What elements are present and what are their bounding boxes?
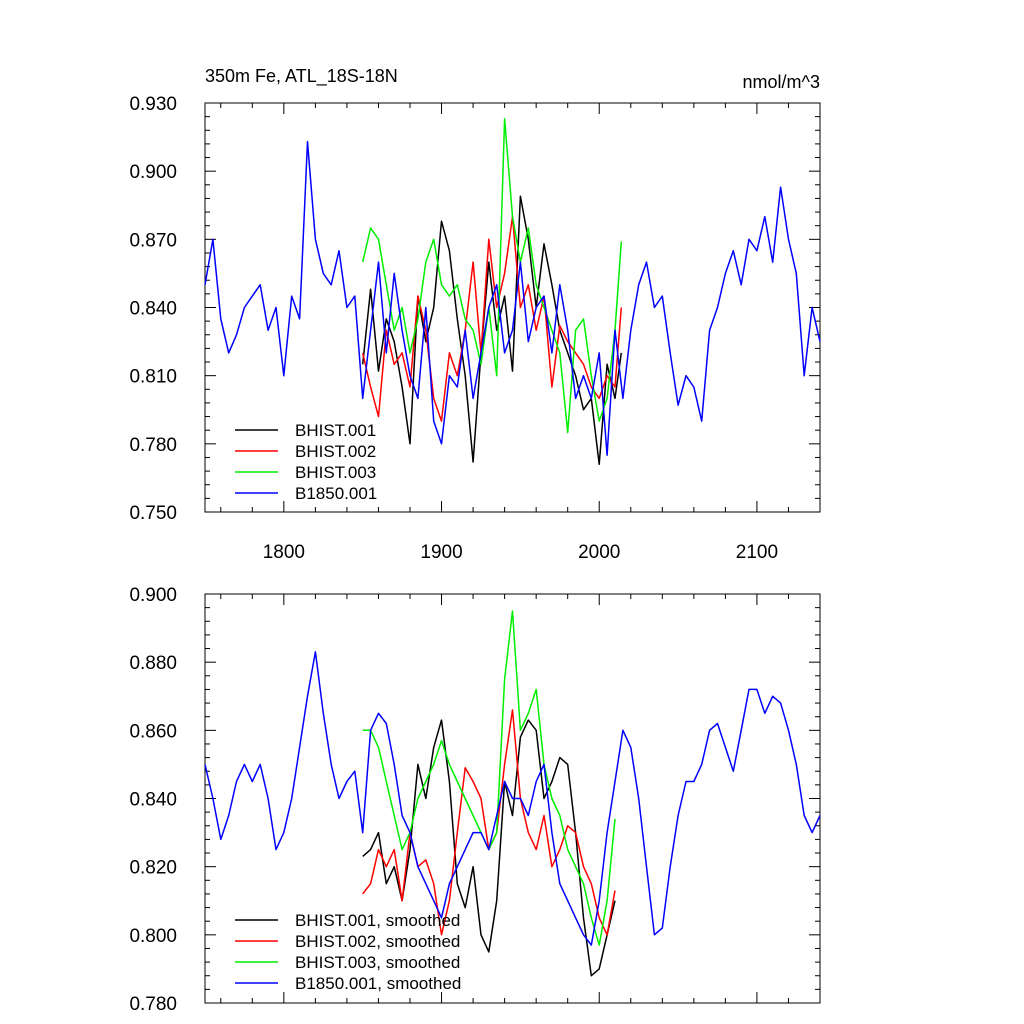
series-line-bhist-002	[361, 215, 623, 422]
legend-label: B1850.001	[295, 484, 377, 503]
top-panel-title: 350m Fe, ATL_18S-18N	[205, 66, 398, 87]
legend-label: BHIST.001	[295, 421, 376, 440]
y-tick-label: 0.840	[129, 790, 177, 811]
y-tick-label: 0.800	[129, 926, 177, 947]
top-panel-series	[204, 118, 821, 466]
y-tick-label: 0.810	[129, 367, 177, 388]
y-tick-label: 0.780	[129, 435, 177, 456]
series-line-bhist-003	[361, 118, 623, 434]
series-line-b1850-001	[204, 140, 821, 456]
x-tick-label: 2000	[578, 542, 620, 563]
y-tick-label: 0.900	[129, 162, 177, 183]
y-tick-label: 0.880	[129, 653, 177, 674]
y-tick-label: 0.930	[129, 94, 177, 115]
legend-label: BHIST.003, smoothed	[295, 953, 460, 972]
bottom-panel-axes: 0.780 0.800 0.820 0.840 0.860 0.880 0.900	[129, 585, 821, 1015]
y-tick-label: 0.750	[129, 503, 177, 524]
legend-label: BHIST.003	[295, 463, 376, 482]
x-tick-label: 2100	[736, 542, 778, 563]
x-tick-label: 1800	[263, 542, 305, 563]
legend-label: BHIST.002, smoothed	[295, 932, 460, 951]
x-tick-label: 1900	[420, 542, 462, 563]
top-panel-units: nmol/m^3	[743, 72, 820, 92]
series-line-bhist-002	[362, 709, 616, 936]
bottom-panel-series	[204, 610, 821, 977]
y-tick-label: 0.820	[129, 858, 177, 879]
bottom-panel: 0.780 0.800 0.820 0.840 0.860 0.880 0.900 BHIS…	[129, 585, 821, 1015]
y-tick-label: 0.860	[129, 721, 177, 742]
top-panel-legend: BHIST.001 BHIST.002 BHIST.003 B1850.001	[235, 421, 377, 503]
y-tick-label: 0.840	[129, 299, 177, 320]
y-tick-label: 0.900	[129, 585, 177, 606]
bottom-panel-legend: BHIST.001, smoothed BHIST.002, smoothed BH…	[235, 911, 461, 993]
legend-label: B1850.001, smoothed	[295, 974, 461, 993]
y-tick-label: 0.870	[129, 230, 177, 251]
series-line-b1850-001	[204, 651, 821, 946]
y-tick-label: 0.780	[129, 994, 177, 1015]
legend-label: BHIST.001, smoothed	[295, 911, 460, 930]
legend-label: BHIST.002	[295, 442, 376, 461]
top-panel: 350m Fe, ATL_18S-18N nmol/m^3 0.750 0.780…	[129, 66, 821, 563]
top-panel-axes: 0.750 0.780 0.810 0.840 0.870 0.900 0.930 1800 1…	[129, 94, 821, 563]
